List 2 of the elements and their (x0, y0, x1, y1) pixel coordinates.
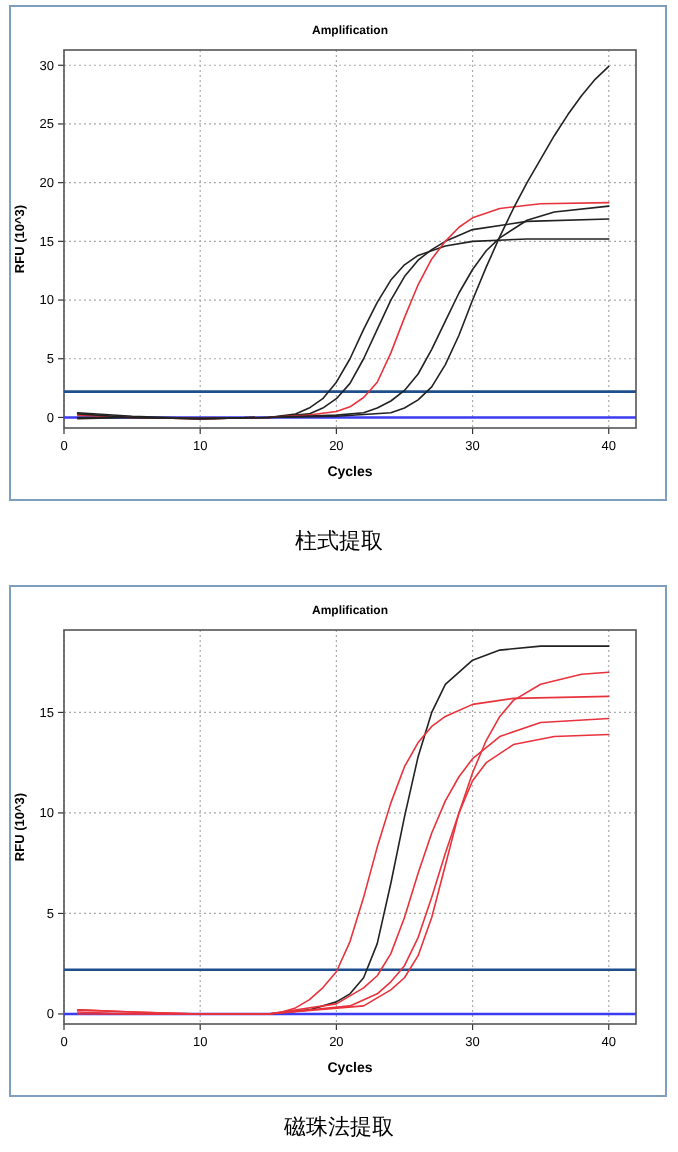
text: 柱式提取 (295, 528, 383, 554)
text: 磁珠法提取 (282, 1114, 394, 1140)
